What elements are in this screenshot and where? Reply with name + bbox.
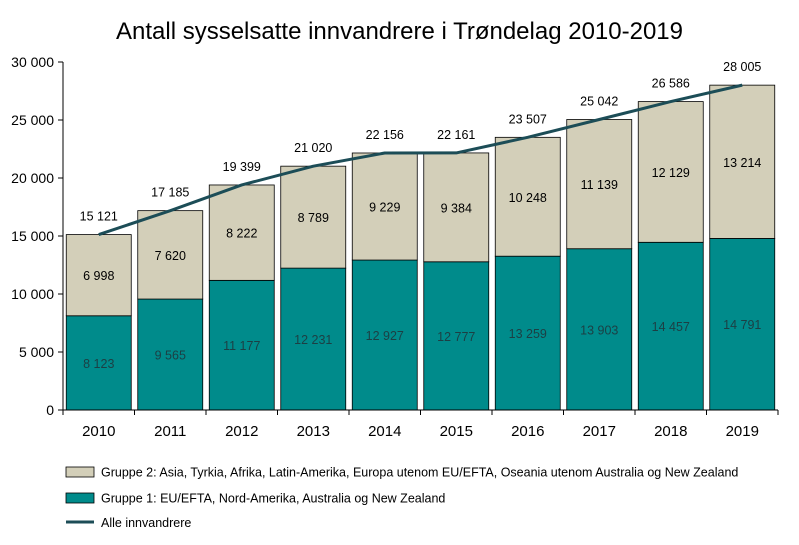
data-label-gruppe-1: 12 777 xyxy=(437,330,475,344)
data-label-total: 23 507 xyxy=(509,112,547,126)
data-label-gruppe-1: 13 903 xyxy=(580,323,618,337)
bar-gruppe-2 xyxy=(65,234,132,317)
x-tick-label: 2014 xyxy=(368,423,401,440)
y-tick-label: 30 000 xyxy=(11,54,54,70)
plot-area: 0 5 000 10 000 15 000 20 000 25 000 30 000 8 12… xyxy=(11,54,779,440)
data-label-gruppe-2: 6 998 xyxy=(83,269,114,283)
data-label-gruppe-1: 12 927 xyxy=(366,329,404,343)
x-tick-label: 2013 xyxy=(297,423,330,440)
bar-gruppe-1 xyxy=(709,238,776,411)
data-label-gruppe-2: 11 139 xyxy=(581,178,618,192)
data-label-total: 26 586 xyxy=(652,77,690,91)
data-label-gruppe-2: 7 620 xyxy=(155,249,186,263)
bar-gruppe-1 xyxy=(137,298,204,411)
legend-swatch-gruppe-2 xyxy=(65,466,95,478)
data-label-gruppe-2: 8 222 xyxy=(226,227,257,241)
y-tick-label: 5 000 xyxy=(19,344,54,360)
data-label-gruppe-1: 14 791 xyxy=(723,318,761,332)
x-tick-label: 2011 xyxy=(154,423,186,440)
bar-gruppe-1 xyxy=(423,261,490,411)
data-label-gruppe-2: 12 129 xyxy=(652,166,690,180)
chart-title: Antall sysselsatte innvandrere i Trøndel… xyxy=(116,18,683,45)
data-label-total: 25 042 xyxy=(580,95,618,109)
legend-swatch-gruppe-1 xyxy=(65,492,95,504)
y-tick-label: 15 000 xyxy=(11,228,54,244)
data-label-gruppe-1: 8 123 xyxy=(83,357,114,371)
bar-gruppe-1 xyxy=(351,259,418,411)
bar-gruppe-2 xyxy=(637,101,704,243)
y-tick-label: 20 000 xyxy=(11,170,54,186)
bar-gruppe-2 xyxy=(494,136,561,257)
legend: Gruppe 2: Asia, Tyrkia, Afrika, Latin-Am… xyxy=(65,466,738,530)
bar-gruppe-2 xyxy=(280,165,347,269)
data-label-total: 19 399 xyxy=(223,160,261,174)
x-tick-label: 2016 xyxy=(511,423,544,440)
data-label-total: 28 005 xyxy=(723,60,761,74)
data-label-total: 22 156 xyxy=(366,128,404,142)
data-label-gruppe-1: 13 259 xyxy=(509,327,547,341)
legend-label-gruppe-1: Gruppe 1: EU/EFTA, Nord-Amerika, Austral… xyxy=(101,492,445,506)
x-tick-label: 2015 xyxy=(440,423,473,440)
data-label-gruppe-2: 8 789 xyxy=(298,211,329,225)
data-label-gruppe-1: 12 231 xyxy=(294,333,332,347)
bar-gruppe-1 xyxy=(494,255,561,411)
x-tick-label: 2010 xyxy=(82,423,115,440)
legend-label-alle-innvandrere: Alle innvandrere xyxy=(101,516,191,530)
bar-gruppe-1 xyxy=(637,241,704,411)
data-label-gruppe-1: 11 177 xyxy=(223,339,260,353)
bar-gruppe-2 xyxy=(208,184,275,281)
bar-gruppe-1 xyxy=(280,267,347,411)
bar-gruppe-2 xyxy=(423,152,490,263)
bar-gruppe-2 xyxy=(137,210,204,300)
x-tick-label: 2018 xyxy=(654,423,687,440)
line-alle-innvandrere xyxy=(98,83,743,237)
x-tick-label: 2012 xyxy=(225,423,258,440)
data-label-gruppe-1: 14 457 xyxy=(652,320,690,334)
data-label-gruppe-1: 9 565 xyxy=(155,349,186,363)
data-label-total: 22 161 xyxy=(437,128,475,142)
data-label-total: 15 121 xyxy=(80,210,118,224)
bar-gruppe-2 xyxy=(351,152,418,261)
data-label-total: 21 020 xyxy=(294,141,332,155)
bar-gruppe-2 xyxy=(566,119,633,250)
data-label-total: 17 185 xyxy=(151,186,189,200)
data-label-gruppe-2: 13 214 xyxy=(723,156,761,170)
x-tick-label: 2019 xyxy=(726,423,759,440)
data-label-gruppe-2: 9 229 xyxy=(369,201,400,215)
bar-gruppe-2 xyxy=(709,84,776,239)
x-tick-label: 2017 xyxy=(583,423,616,440)
y-tick-label: 0 xyxy=(46,402,54,418)
y-tick-label: 10 000 xyxy=(11,286,54,302)
legend-label-gruppe-2: Gruppe 2: Asia, Tyrkia, Afrika, Latin-Am… xyxy=(101,466,738,480)
bar-gruppe-1 xyxy=(566,248,633,411)
y-tick-label: 25 000 xyxy=(11,112,54,128)
data-label-gruppe-2: 10 248 xyxy=(509,191,547,205)
data-label-gruppe-2: 9 384 xyxy=(441,201,472,215)
